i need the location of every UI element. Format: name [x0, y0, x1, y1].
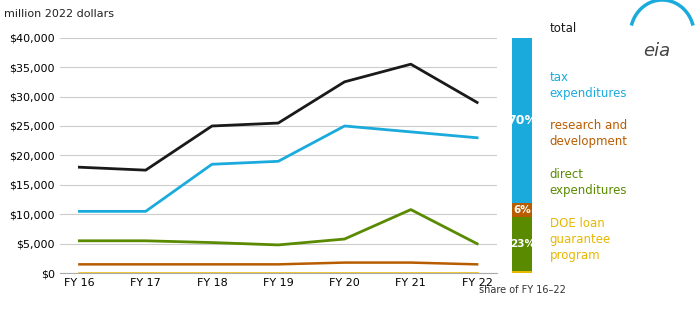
Text: 6%: 6% [513, 205, 531, 214]
Bar [512, 38, 533, 203]
Text: 23%: 23% [510, 239, 535, 249]
Text: million 2022 dollars: million 2022 dollars [4, 9, 113, 19]
Text: DOE loan
guarantee
program: DOE loan guarantee program [550, 217, 610, 262]
Text: eia: eia [643, 42, 670, 60]
Text: direct
expenditures: direct expenditures [550, 168, 627, 197]
Bar [512, 217, 533, 271]
Text: total: total [550, 22, 577, 35]
Text: share of FY 16–22: share of FY 16–22 [479, 285, 566, 295]
Text: research and
development: research and development [550, 119, 627, 148]
Bar [512, 271, 533, 273]
Text: 70%: 70% [508, 114, 537, 127]
Text: tax
expenditures: tax expenditures [550, 71, 627, 100]
Bar [512, 203, 533, 217]
Bar [512, 36, 533, 38]
